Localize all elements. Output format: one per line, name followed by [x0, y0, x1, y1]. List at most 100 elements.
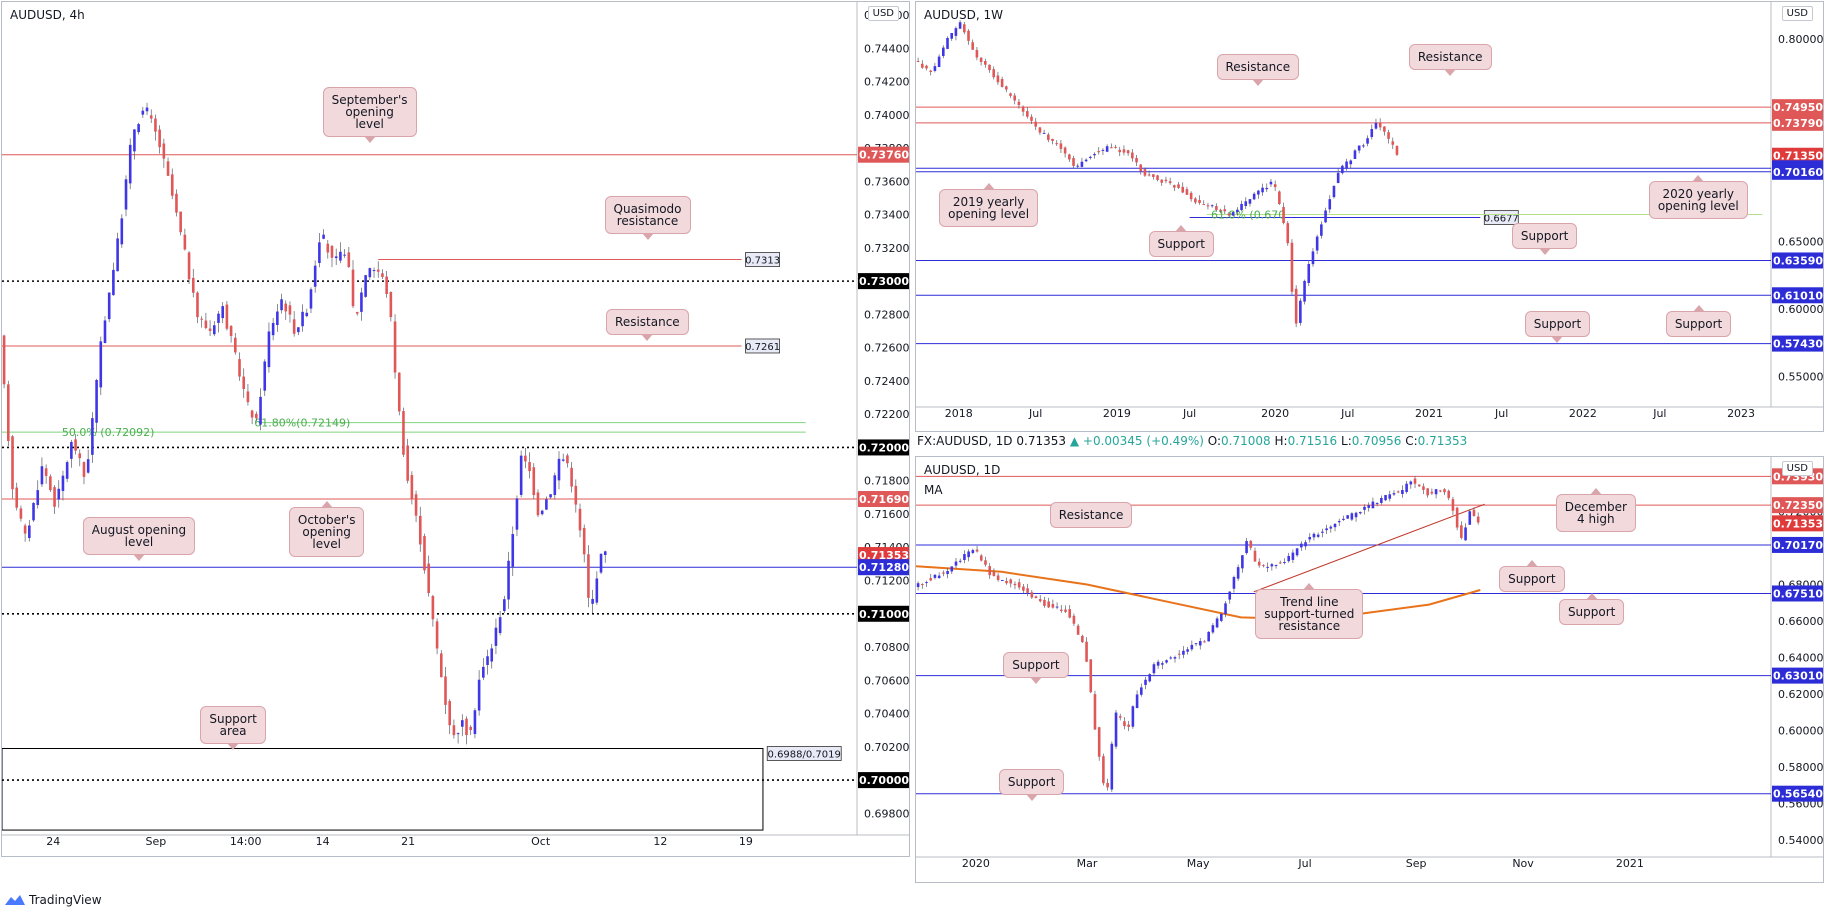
- y-tick-label: 0.60000: [1778, 725, 1824, 738]
- annotation-callout[interactable]: Resistance: [1216, 54, 1300, 87]
- annotation-callout[interactable]: Support: [1524, 310, 1591, 343]
- annotation-callout[interactable]: Support: [998, 768, 1065, 801]
- candle-body: [1207, 631, 1210, 642]
- candle-body: [175, 193, 178, 213]
- candle-body: [1430, 491, 1434, 494]
- candle-body: [1118, 716, 1122, 718]
- annotation-callout[interactable]: 2020 yearly opening level: [1648, 174, 1748, 219]
- price-tag-box: [1772, 99, 1823, 116]
- candle-body: [486, 656, 489, 666]
- candle-body: [1350, 513, 1354, 520]
- annotation-callout[interactable]: Support: [1148, 225, 1214, 258]
- chart-svg-4h[interactable]: 0.746000.744000.742000.740000.738000.736…: [2, 2, 910, 857]
- candle-body: [992, 572, 996, 576]
- currency-badge-4h[interactable]: USD: [867, 6, 899, 21]
- y-tick-label: 0.73400: [864, 209, 910, 222]
- chart-svg-1w[interactable]: 0.800000.750000.700000.650000.600000.550…: [916, 2, 1824, 432]
- candle-body: [971, 42, 975, 50]
- annotation-callout[interactable]: August opening level: [82, 516, 196, 561]
- support-area-box: [2, 747, 764, 831]
- candle-body: [929, 578, 933, 581]
- ohlc-up-arrow-icon: ▲: [1069, 434, 1080, 448]
- chart-panel-4h[interactable]: 0.746000.744000.742000.740000.738000.736…: [1, 1, 910, 857]
- candle-body: [1063, 147, 1067, 154]
- annotation-callout[interactable]: 2019 yearly opening level: [939, 183, 1039, 228]
- candle-body: [933, 574, 937, 578]
- candle-body: [1093, 153, 1096, 156]
- candle-body: [532, 467, 536, 496]
- candle-body: [561, 459, 565, 461]
- candle-body: [355, 311, 359, 314]
- candle-body: [414, 494, 418, 516]
- y-tick-label: 0.70600: [864, 674, 910, 687]
- candle-body: [1114, 146, 1117, 148]
- annotation-callout[interactable]: October's opening level: [288, 501, 365, 558]
- y-tick-label: 0.73600: [864, 175, 910, 188]
- annotation-callout[interactable]: Quasimodo resistance: [604, 195, 691, 240]
- annotation-callout[interactable]: September's opening level: [322, 87, 417, 144]
- candle-body: [1304, 542, 1307, 547]
- annotation-callout[interactable]: Resistance: [606, 308, 689, 341]
- candle-body: [507, 560, 510, 600]
- candle-body: [1080, 161, 1084, 167]
- price-tag-box: [858, 273, 909, 290]
- candle-body: [103, 320, 107, 344]
- annotation-callout[interactable]: Resistance: [1049, 502, 1133, 529]
- candle-body: [49, 476, 52, 491]
- candle-body: [1353, 150, 1357, 159]
- candle-body: [1017, 582, 1021, 588]
- candle-body: [1026, 111, 1029, 117]
- candle-body: [490, 648, 494, 662]
- annotation-callout[interactable]: Support: [1003, 651, 1069, 684]
- candle-body: [591, 598, 594, 604]
- tradingview-brand[interactable]: TradingView: [4, 893, 102, 907]
- callout-pointer: [641, 232, 654, 240]
- candle-body: [154, 118, 157, 132]
- candle-body: [322, 234, 325, 239]
- candle-body: [1320, 224, 1323, 236]
- ohlc-c-label: C:: [1405, 434, 1418, 448]
- candle-body: [1203, 641, 1206, 643]
- chart-panel-1d[interactable]: 0.740000.720000.700000.680000.660000.640…: [915, 456, 1824, 883]
- candle-body: [1308, 536, 1312, 540]
- callout-pointer: [641, 333, 654, 341]
- y-tick-label: 0.74400: [864, 42, 910, 55]
- candle-body: [1224, 603, 1227, 615]
- chart-panel-1w[interactable]: 0.800000.750000.700000.650000.600000.550…: [915, 1, 1824, 432]
- y-tick-label: 0.74000: [864, 109, 910, 122]
- candle-body: [1118, 149, 1122, 153]
- annotation-callout[interactable]: December 4 high: [1555, 488, 1636, 533]
- annotation-callout[interactable]: Support: [1558, 592, 1625, 625]
- candle-body: [979, 555, 983, 561]
- candle-body: [461, 720, 464, 727]
- annotation-callout[interactable]: Support: [1665, 304, 1732, 337]
- candle-body: [937, 575, 941, 579]
- candle-body: [1227, 213, 1231, 216]
- candle-body: [1342, 518, 1345, 520]
- candle-body: [1043, 599, 1046, 606]
- currency-badge-1w[interactable]: USD: [1781, 6, 1813, 21]
- annotation-callout[interactable]: Trend line support-turned resistance: [1255, 582, 1364, 639]
- annotation-callout[interactable]: Support: [1499, 560, 1565, 593]
- candle-body: [250, 410, 254, 418]
- ohlc-close: 0.71353: [1417, 434, 1468, 448]
- annotation-callout[interactable]: Support area: [200, 706, 266, 751]
- candle-body: [120, 218, 124, 245]
- candle-body: [1059, 609, 1063, 612]
- candle-body: [28, 525, 31, 539]
- candle-body: [1409, 481, 1413, 485]
- candle-body: [996, 75, 1000, 83]
- candle-body: [1122, 149, 1126, 153]
- price-tag-box: [1772, 335, 1823, 352]
- candle-body: [116, 238, 119, 272]
- annotation-callout[interactable]: Support: [1511, 223, 1578, 256]
- candle-body: [1378, 122, 1382, 128]
- callout-pointer: [1585, 592, 1598, 600]
- currency-badge-1d[interactable]: USD: [1781, 461, 1813, 476]
- annotation-callout[interactable]: Resistance: [1408, 43, 1492, 76]
- x-tick-label: Jul: [1652, 407, 1666, 420]
- candle-body: [1215, 206, 1218, 210]
- candle-body: [553, 475, 557, 496]
- candle-body: [557, 458, 561, 481]
- candle-body: [1426, 488, 1429, 496]
